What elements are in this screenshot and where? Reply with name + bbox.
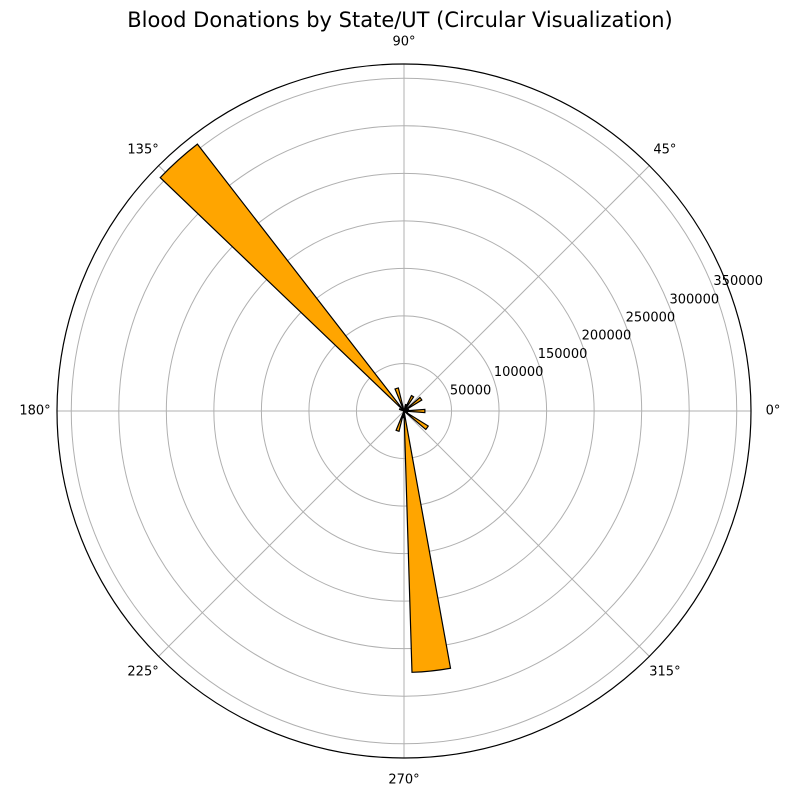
chart-title: Blood Donations by State/UT (Circular Vi… <box>127 8 673 32</box>
polar-bar <box>403 408 426 414</box>
theta-tick-label: 0° <box>766 404 781 419</box>
polar-bar <box>394 387 405 412</box>
r-tick-label: 350000 <box>713 274 763 289</box>
polar-bar <box>403 410 409 413</box>
polar-bar <box>395 410 405 433</box>
polar-bar <box>159 143 405 412</box>
theta-tick-label: 180° <box>19 404 50 419</box>
theta-tick-label: 225° <box>127 664 158 679</box>
r-tick-label: 150000 <box>538 347 588 362</box>
polar-bar <box>403 394 415 412</box>
r-tick-label: 100000 <box>494 365 544 380</box>
polar-bar <box>403 410 430 431</box>
r-tick-label: 50000 <box>450 383 491 398</box>
polar-bar <box>398 407 405 412</box>
r-tick-label: 250000 <box>626 311 676 326</box>
r-tick-label: 300000 <box>669 292 719 307</box>
theta-tick-label: 135° <box>127 143 158 158</box>
theta-gridline <box>403 410 650 657</box>
r-tick-label: 200000 <box>582 329 632 344</box>
theta-tick-label: 90° <box>392 35 415 50</box>
bars-layer <box>159 143 452 673</box>
theta-gridline <box>403 165 650 412</box>
theta-tick-label: 270° <box>388 773 419 788</box>
polar-bar <box>403 403 408 412</box>
grid-layer <box>56 63 752 759</box>
theta-tick-label: 45° <box>653 143 676 158</box>
theta-gridline <box>158 410 405 657</box>
polar-bar <box>403 396 423 412</box>
polar-frame <box>56 63 752 759</box>
theta-tick-label: 315° <box>649 664 680 679</box>
polar-bar <box>403 410 452 673</box>
